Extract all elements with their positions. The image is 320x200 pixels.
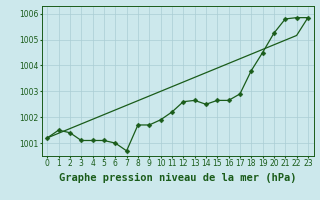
- X-axis label: Graphe pression niveau de la mer (hPa): Graphe pression niveau de la mer (hPa): [59, 173, 296, 183]
